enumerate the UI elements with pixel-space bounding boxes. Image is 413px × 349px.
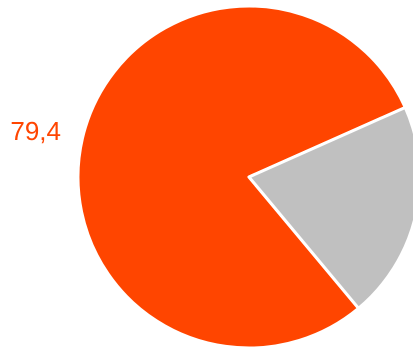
data-label-1: 79,4 [10, 116, 61, 146]
pie-slices [76, 4, 413, 349]
pie-slice-2 [247, 105, 413, 310]
pie-slice-1 [76, 4, 407, 349]
pie-labels: 79,4 [10, 116, 61, 146]
